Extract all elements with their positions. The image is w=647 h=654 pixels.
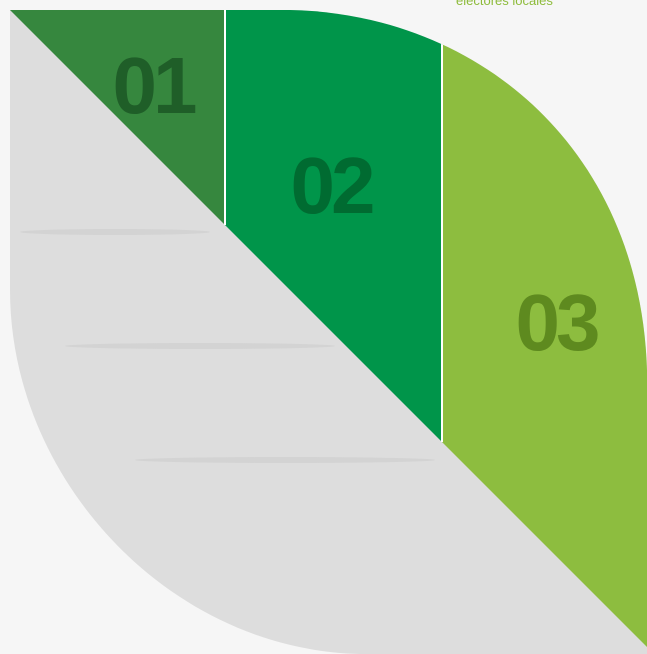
shade-line-3: [135, 457, 435, 463]
segment-02-number: 02: [291, 141, 373, 230]
segment-01-shape: [10, 10, 225, 225]
top-caption: electores locales: [456, 0, 553, 8]
shade-line-1: [20, 229, 210, 235]
segment-01-number: 01: [113, 41, 196, 130]
segment-03-number: 03: [516, 278, 598, 367]
segment-02-shape: [225, 10, 442, 442]
shade-line-2: [65, 343, 335, 349]
